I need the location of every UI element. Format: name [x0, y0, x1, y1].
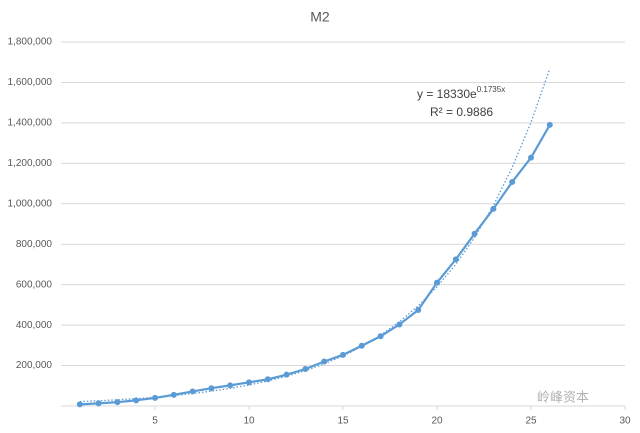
- y-tick-label: 1,400,000: [8, 118, 53, 129]
- y-tick-label: 800,000: [16, 239, 53, 250]
- point: [189, 388, 196, 395]
- point: [170, 391, 177, 398]
- equation-exponent: 0.1735x: [477, 85, 505, 94]
- point: [152, 394, 158, 401]
- y-tick-label: 600,000: [16, 279, 53, 290]
- point: [133, 397, 140, 404]
- x-tick-label: 10: [243, 416, 255, 427]
- trend-equation: y = 18330e0.1735x: [417, 85, 505, 101]
- point: [340, 351, 346, 358]
- y-tick-label: 200,000: [16, 360, 53, 371]
- x-tick-label: 20: [431, 416, 443, 427]
- point: [546, 121, 553, 128]
- point: [528, 154, 534, 161]
- point: [302, 365, 309, 372]
- point: [377, 333, 384, 340]
- y-tick-label: 1,000,000: [8, 198, 53, 209]
- point: [283, 371, 290, 378]
- watermark: 岭峰资本: [537, 389, 589, 404]
- point: [490, 205, 497, 212]
- point: [452, 256, 459, 263]
- point: [471, 230, 478, 237]
- point: [415, 306, 422, 313]
- x-tick-label: 15: [337, 416, 349, 427]
- chart-title: M2: [310, 9, 330, 25]
- x-tick-label: 5: [152, 416, 158, 427]
- point: [434, 279, 440, 286]
- point: [95, 400, 102, 407]
- x-tick-label: 25: [525, 416, 537, 427]
- y-tick-label: 1,800,000: [8, 37, 53, 48]
- point: [246, 379, 252, 386]
- point: [208, 385, 215, 392]
- y-tick-label: 1,200,000: [8, 158, 53, 169]
- point: [227, 382, 234, 389]
- y-tick-label: 1,600,000: [8, 77, 53, 88]
- r-squared: R² = 0.9886: [430, 105, 493, 119]
- point: [396, 321, 403, 328]
- point: [358, 342, 365, 349]
- x-tick-label: 30: [619, 416, 631, 427]
- point: [509, 178, 516, 185]
- equation-text: y = 18330e: [417, 87, 477, 101]
- point: [76, 401, 83, 408]
- point: [114, 399, 121, 406]
- point: [321, 358, 328, 365]
- y-tick-label: 400,000: [16, 320, 53, 331]
- series-line: [79, 124, 551, 406]
- point: [264, 376, 271, 383]
